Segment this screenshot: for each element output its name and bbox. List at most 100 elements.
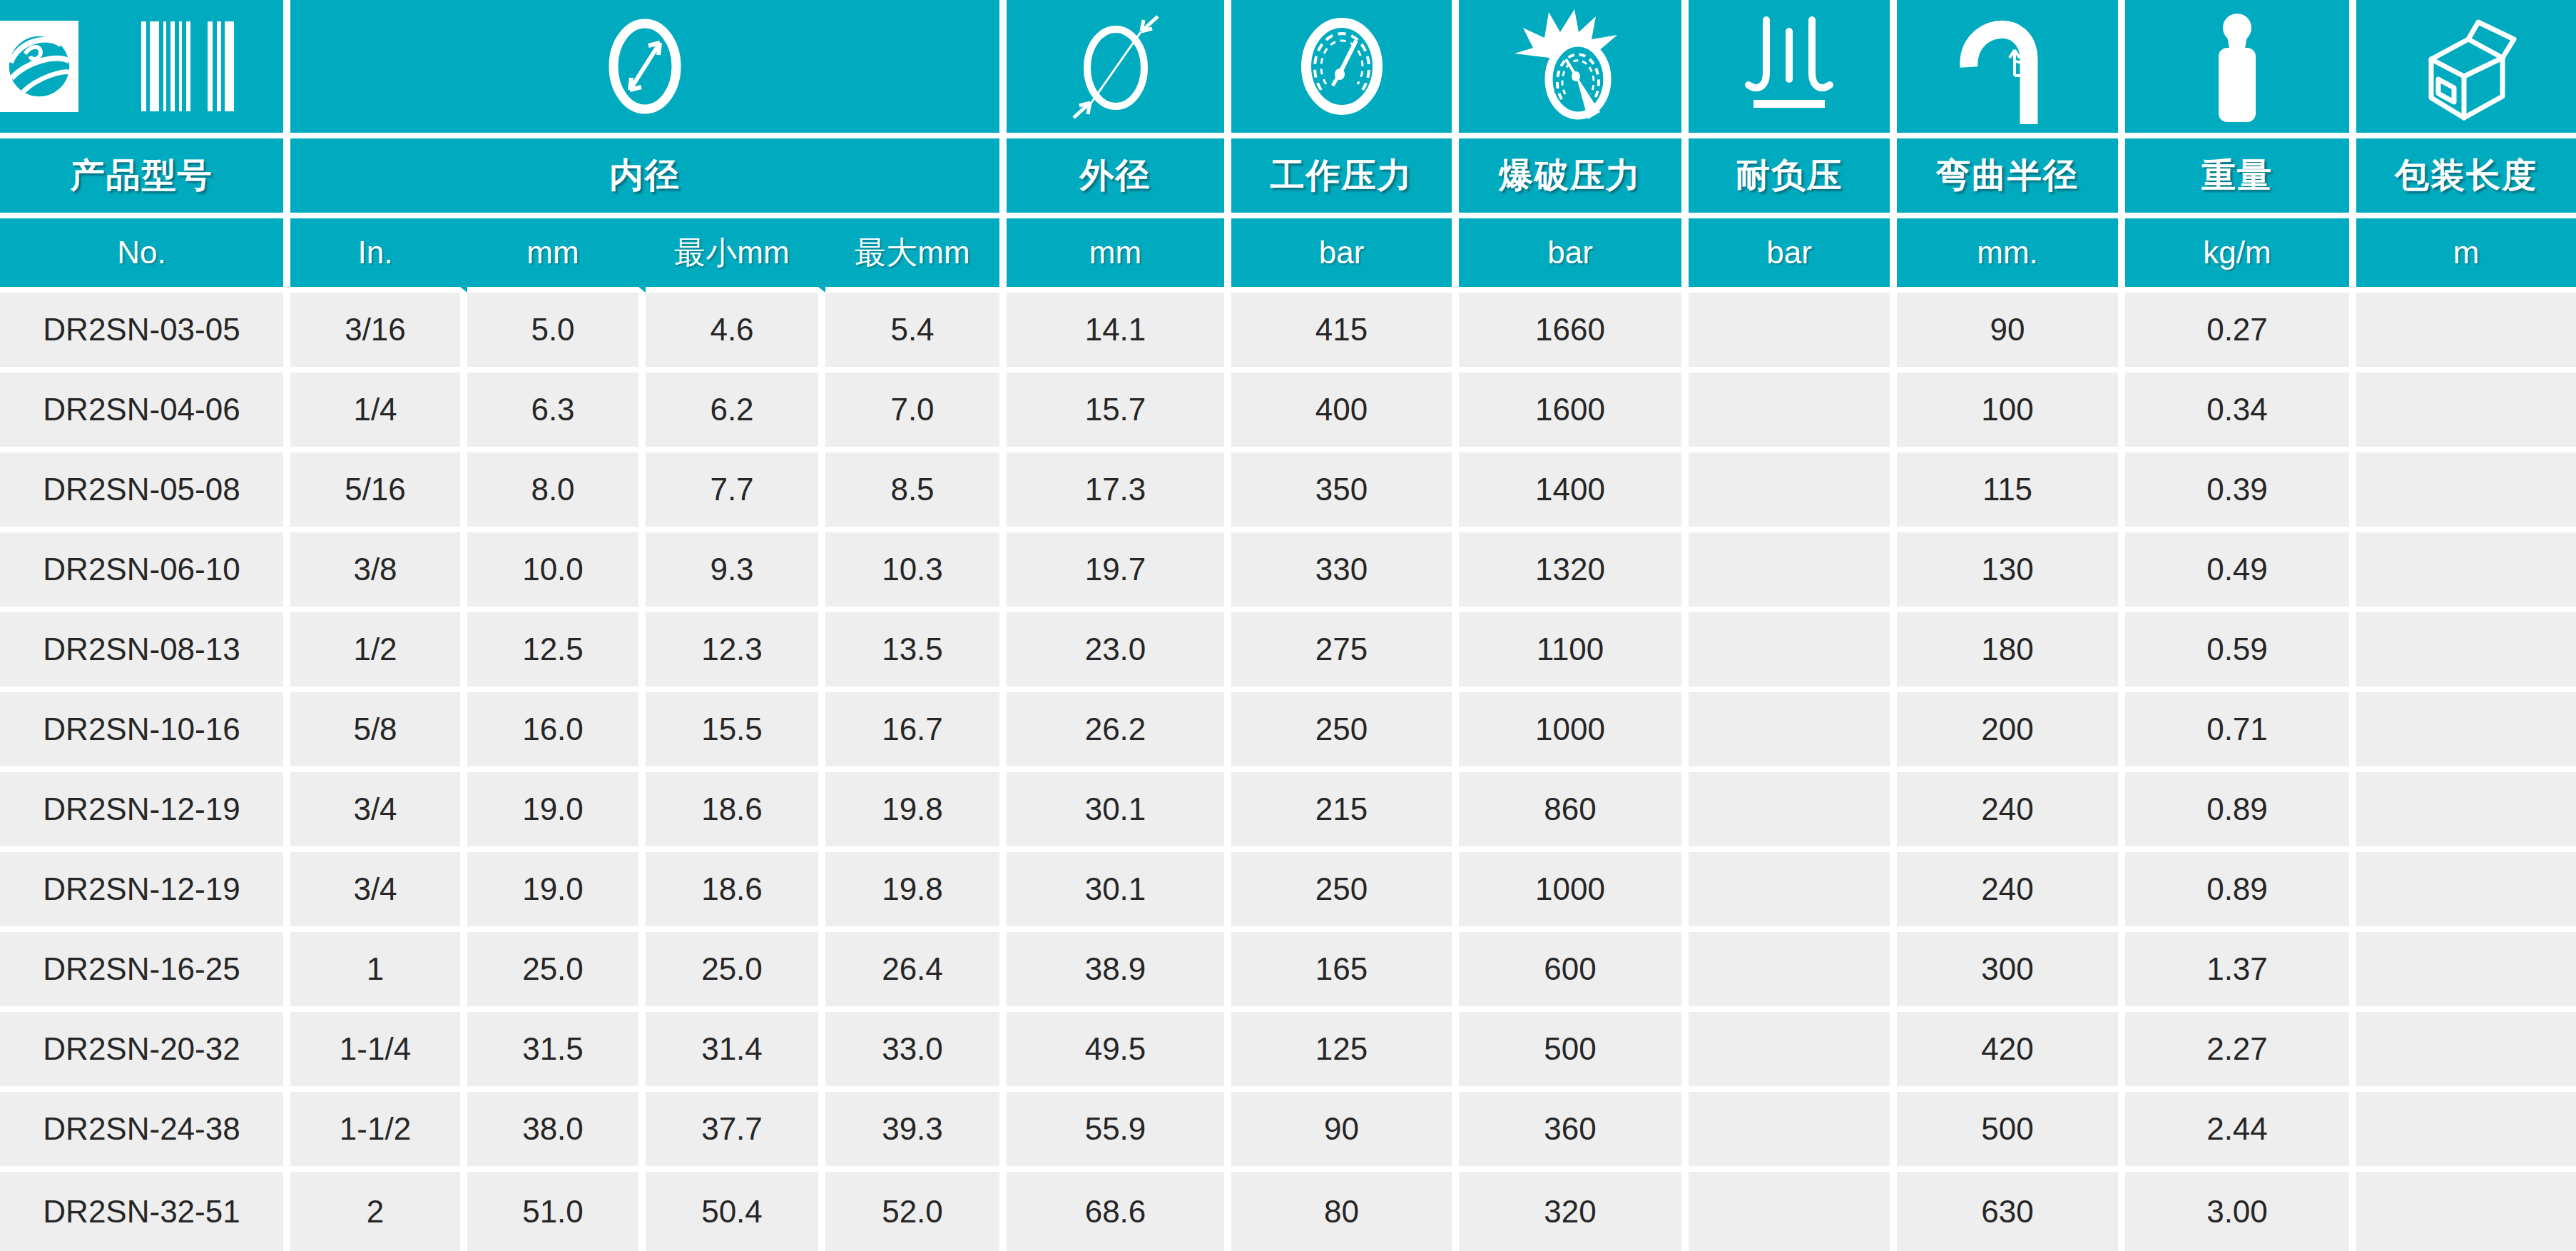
cell-text: 17.3 xyxy=(1085,472,1146,507)
barcode-icon xyxy=(141,21,234,111)
value-cell: 0.34 xyxy=(2125,373,2356,452)
cell-text: 38.0 xyxy=(522,1111,584,1146)
value-cell: 250 xyxy=(1231,852,1459,932)
cell-text: 2 xyxy=(367,1194,384,1229)
value-cell: 420 xyxy=(1897,1012,2125,1092)
value-cell: 33.0 xyxy=(825,1012,1007,1092)
value-cell: 0.49 xyxy=(2125,532,2356,612)
cell-text: 26.4 xyxy=(882,951,943,986)
value-cell: 25.0 xyxy=(646,932,825,1012)
cell-text: 5.4 xyxy=(890,312,934,347)
burst-pressure-icon-cell xyxy=(1459,0,1689,138)
cell-text: 7.0 xyxy=(890,392,934,427)
package-length-icon-cell xyxy=(2356,0,2576,138)
value-cell: 1000 xyxy=(1459,692,1689,772)
model-cell: DR2SN-20-32 xyxy=(0,1012,290,1092)
value-cell: 19.8 xyxy=(825,772,1007,852)
cell-text: 16.0 xyxy=(522,711,584,746)
value-cell: 10.0 xyxy=(467,532,646,612)
value-cell xyxy=(1689,532,1897,612)
value-cell: 8.0 xyxy=(467,452,646,532)
value-cell: 4.6 xyxy=(646,293,825,373)
unit-weight-kgm: kg/m xyxy=(2125,218,2356,293)
cell-text: 130 xyxy=(1981,552,2033,587)
cell-text: 26.2 xyxy=(1085,711,1146,746)
vacuum-icon-cell xyxy=(1689,0,1897,138)
value-cell: 115 xyxy=(1897,452,2125,532)
value-cell: 300 xyxy=(1897,932,2125,1012)
cell-text: 1100 xyxy=(1537,632,1604,667)
column-label-product-model: 产品型号 xyxy=(0,138,290,218)
value-cell xyxy=(2356,772,2576,852)
value-cell: 19.7 xyxy=(1007,532,1231,612)
label-header-row: 产品型号 内径 外径 工作压力 爆破压力 耐负压 弯曲半径 重量 包装长度 xyxy=(0,138,2576,218)
table-row: DR2SN-04-061/46.36.27.015.740016001000.3… xyxy=(0,373,2576,452)
cell-text: 38.9 xyxy=(1085,951,1146,986)
value-cell xyxy=(2356,932,2576,1012)
value-cell: 125 xyxy=(1231,1012,1459,1092)
table-row: DR2SN-12-193/419.018.619.830.12501000240… xyxy=(0,852,2576,932)
value-cell: 240 xyxy=(1897,852,2125,932)
cell-text: 125 xyxy=(1315,1031,1368,1066)
model-cell: DR2SN-12-19 xyxy=(0,772,290,852)
cell-text: 3/4 xyxy=(353,791,397,826)
burst-pressure-gauge-icon xyxy=(1512,8,1629,125)
cell-text: 15.5 xyxy=(701,711,763,746)
value-cell: 31.4 xyxy=(646,1012,825,1092)
cell-text: 1660 xyxy=(1535,312,1605,347)
value-cell: 25.0 xyxy=(467,932,646,1012)
value-cell xyxy=(1689,1092,1897,1172)
cell-text: 19.0 xyxy=(522,791,584,826)
value-cell xyxy=(1689,293,1897,373)
value-cell: 1400 xyxy=(1459,452,1689,532)
value-cell: 17.3 xyxy=(1007,452,1231,532)
bend-radius-icon-cell xyxy=(1897,0,2125,138)
value-cell xyxy=(1689,932,1897,1012)
cell-text: DR2SN-16-25 xyxy=(43,951,240,986)
value-cell: 2.44 xyxy=(2125,1092,2356,1172)
unit-vac-bar: bar xyxy=(1689,218,1897,293)
cell-text: 49.5 xyxy=(1085,1031,1146,1066)
cell-text: 0.27 xyxy=(2206,312,2268,347)
column-label-package-length: 包装长度 xyxy=(2356,138,2576,218)
value-cell xyxy=(2356,1172,2576,1251)
cell-text: 3/16 xyxy=(345,312,406,347)
value-cell: 90 xyxy=(1231,1092,1459,1172)
spec-table: 产品型号 内径 外径 工作压力 爆破压力 耐负压 弯曲半径 重量 包装长度 No… xyxy=(0,0,2576,1251)
cell-text: 9.3 xyxy=(710,552,753,587)
unit-length-m: m xyxy=(2356,218,2576,293)
cell-text: 5/16 xyxy=(345,472,406,507)
value-cell: 12.3 xyxy=(646,612,825,692)
cell-text: 0.59 xyxy=(2206,632,2268,667)
value-cell: 23.0 xyxy=(1007,612,1231,692)
cell-text: 0.39 xyxy=(2206,472,2268,507)
cell-text: 1 xyxy=(367,951,384,986)
value-cell: 15.5 xyxy=(646,692,825,772)
value-cell: 30.1 xyxy=(1007,772,1231,852)
cell-text: 8.5 xyxy=(890,472,934,507)
cell-text: 630 xyxy=(1981,1194,2033,1229)
table-row: DR2SN-24-381-1/238.037.739.355.990360500… xyxy=(0,1092,2576,1172)
value-cell: 0.27 xyxy=(2125,293,2356,373)
unit-br-mm: mm. xyxy=(1897,218,2125,293)
unit-wp-bar: bar xyxy=(1231,218,1459,293)
value-cell xyxy=(1689,852,1897,932)
cell-text: 13.5 xyxy=(882,632,943,667)
value-cell: 68.6 xyxy=(1007,1172,1231,1251)
cell-text: 0.71 xyxy=(2206,711,2268,746)
cell-text: 0.34 xyxy=(2206,392,2268,427)
model-cell: DR2SN-03-05 xyxy=(0,293,290,373)
weight-icon xyxy=(2194,11,2280,122)
cell-text: 51.0 xyxy=(522,1194,584,1229)
bend-radius-icon xyxy=(1953,9,2062,124)
value-cell: 90 xyxy=(1897,293,2125,373)
cell-text: 1-1/4 xyxy=(340,1031,411,1066)
cell-text: 300 xyxy=(1981,951,2033,986)
cell-text: 25.0 xyxy=(701,951,763,986)
value-cell: 49.5 xyxy=(1007,1012,1231,1092)
table-row: DR2SN-03-053/165.04.65.414.14151660900.2… xyxy=(0,293,2576,373)
value-cell: 26.4 xyxy=(825,932,1007,1012)
value-cell: 6.2 xyxy=(646,373,825,452)
cell-text: 165 xyxy=(1315,951,1368,986)
cell-text: DR2SN-12-19 xyxy=(43,871,240,906)
